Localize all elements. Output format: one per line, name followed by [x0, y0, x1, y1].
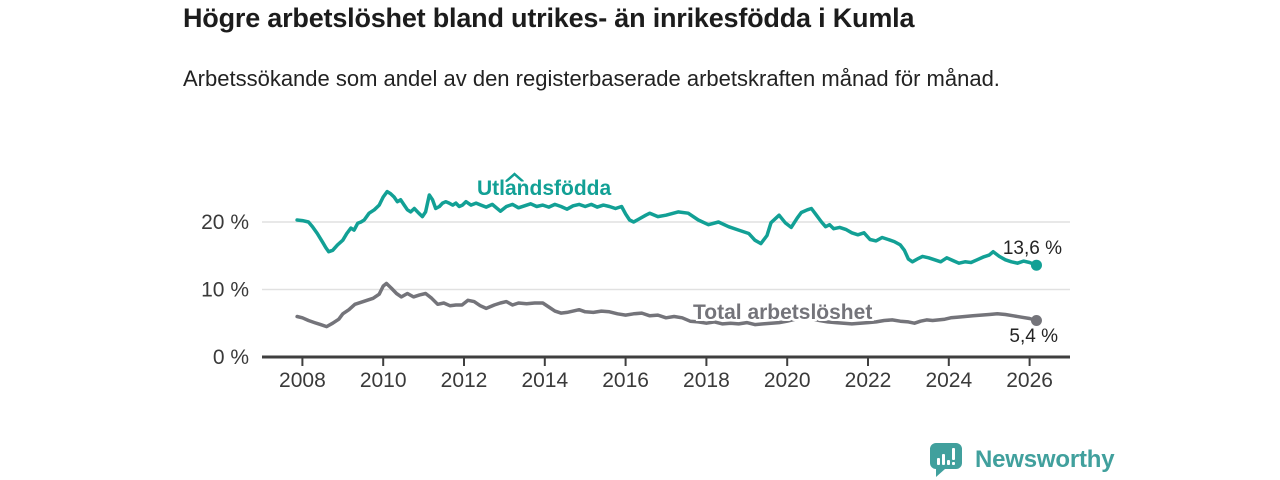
x-tick-label: 2010 [360, 369, 407, 392]
x-tick-label: 2024 [925, 369, 972, 392]
series-label-total-arbetsloshet: Total arbetslöshet [693, 301, 873, 324]
x-tick-label: 2008 [279, 369, 326, 392]
y-tick-label: 20 % [201, 211, 249, 234]
end-dot-1 [1030, 315, 1042, 327]
x-tick-label: 2026 [1006, 369, 1053, 392]
x-tick-label: 2018 [683, 369, 730, 392]
series-line-1 [295, 281, 1039, 329]
x-tick-label: 2016 [602, 369, 649, 392]
x-tick-label: 2012 [441, 369, 488, 392]
label-caret-icon [505, 172, 524, 183]
x-tick-label: 2014 [521, 369, 568, 392]
brand-name: Newsworthy [975, 445, 1115, 473]
x-tick-label: 2022 [845, 369, 892, 392]
series-line-0 [295, 189, 1039, 267]
y-tick-label: 0 % [213, 346, 249, 369]
end-value-label-utlandsfodda: 13,6 % [1002, 238, 1062, 259]
end-value-label-total: 5,4 % [1009, 326, 1058, 347]
page-title: Högre arbetslöshet bland utrikes- än inr… [183, 3, 915, 33]
speech-bubble-shape [930, 443, 962, 477]
series-label-utlandsfodda: Utlandsfödda [477, 177, 612, 200]
newsworthy-logo-icon [930, 443, 962, 477]
x-tick-label: 2020 [764, 369, 811, 392]
page-subtitle: Arbetssökande som andel av den registerb… [183, 66, 1000, 91]
bar-chart-glyph [937, 448, 955, 465]
y-tick-label: 10 % [201, 278, 249, 301]
end-dot-0 [1030, 259, 1042, 271]
brand-footer: Newsworthy [928, 441, 1115, 478]
